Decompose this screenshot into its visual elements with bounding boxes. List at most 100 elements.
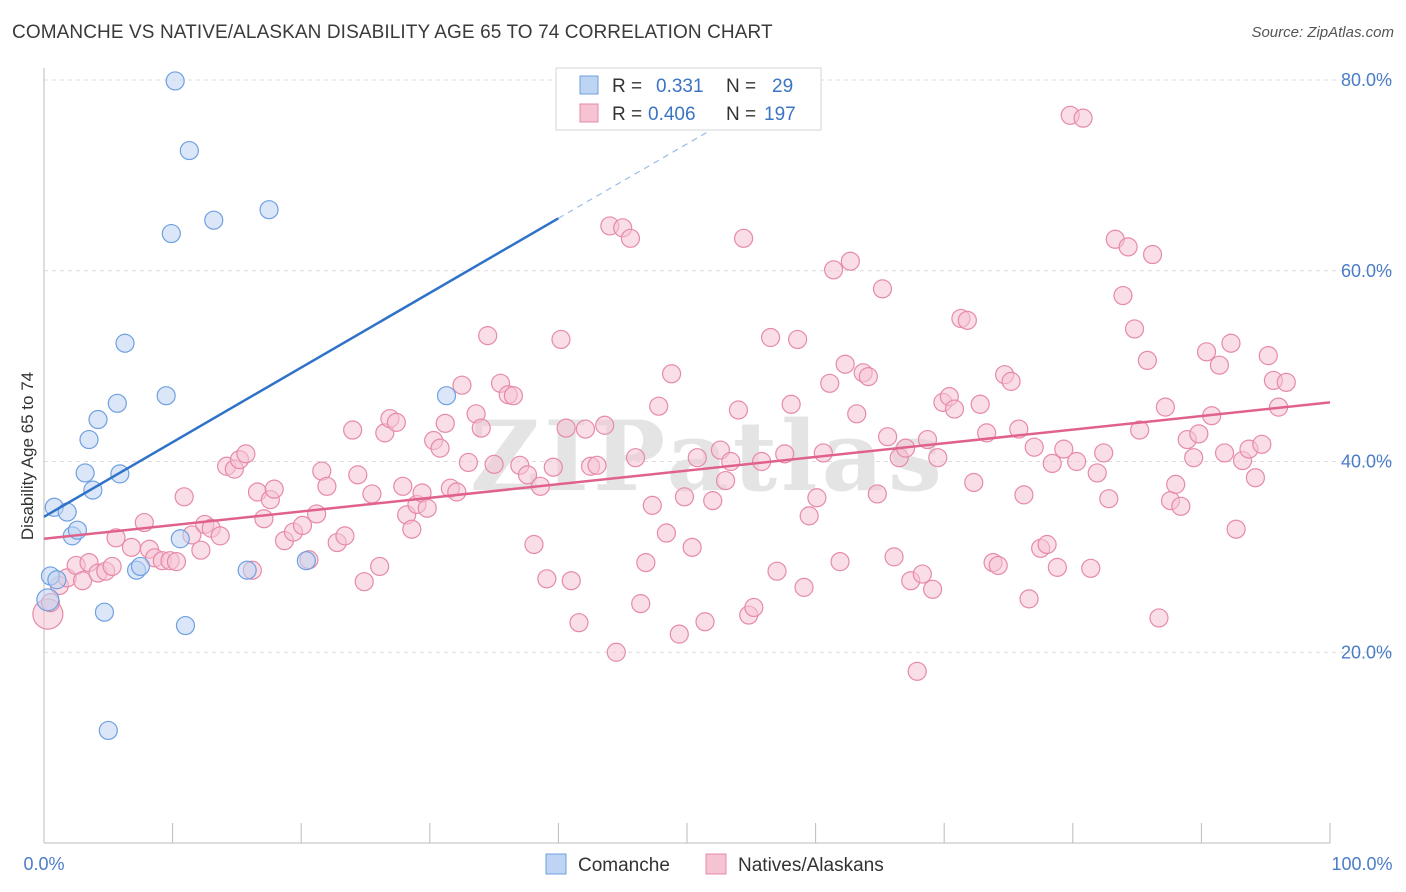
gridlines [44, 79, 1392, 653]
point-comanche-24 [259, 200, 279, 220]
point-natives-9 [102, 556, 122, 577]
point-natives-52 [402, 519, 422, 539]
point-natives-45 [362, 484, 382, 504]
point-natives-119 [824, 260, 844, 280]
point-natives-89 [631, 594, 651, 614]
series-legend-label-comanche: Comanche [578, 855, 670, 876]
point-comanche-23 [237, 560, 257, 580]
point-natives-163 [1087, 463, 1107, 483]
point-natives-74 [537, 569, 557, 589]
point-natives-41 [335, 526, 355, 546]
point-comanche-21 [179, 140, 199, 161]
point-natives-105 [733, 228, 754, 248]
point-natives-82 [587, 455, 607, 475]
point-natives-64 [471, 418, 491, 438]
point-natives-167 [1113, 285, 1133, 306]
point-natives-65 [478, 326, 498, 346]
point-natives-100 [703, 491, 723, 511]
point-natives-117 [813, 443, 833, 463]
y-tick-label-40: 40.0% [1341, 452, 1392, 472]
correlation-legend: R = 0.331 N = 29 R = 0.406 N = 197 [555, 67, 822, 131]
point-natives-165 [1099, 489, 1119, 509]
point-comanche-18 [165, 71, 185, 91]
point-natives-189 [1245, 468, 1266, 488]
point-natives-110 [767, 561, 787, 581]
point-natives-98 [687, 448, 707, 468]
point-comanche-2 [47, 570, 67, 590]
point-natives-160 [1067, 451, 1087, 472]
point-natives-62 [458, 452, 478, 473]
point-comanche-19 [170, 529, 190, 549]
point-natives-37 [307, 504, 327, 524]
legend-swatch-comanche [579, 75, 599, 95]
legend-r-value-2: 0.406 [648, 104, 696, 125]
point-natives-128 [878, 427, 898, 447]
point-comanche-7 [79, 429, 99, 450]
point-comanche-15 [130, 556, 151, 577]
point-natives-102 [715, 470, 736, 491]
point-natives-72 [524, 534, 544, 555]
point-natives-123 [847, 404, 867, 424]
point-natives-79 [569, 613, 589, 633]
point-natives-66 [484, 454, 504, 474]
point-natives-27 [236, 444, 256, 464]
point-natives-136 [923, 579, 943, 599]
point-natives-43 [348, 465, 368, 485]
point-natives-75 [543, 457, 563, 477]
point-comanche-25 [296, 551, 316, 571]
point-natives-76 [551, 329, 571, 350]
point-natives-183 [1209, 355, 1230, 375]
point-natives-17 [166, 552, 187, 572]
point-comanche-11 [107, 393, 127, 413]
x-axis-ticks [43, 823, 1331, 843]
point-natives-144 [970, 394, 990, 414]
point-natives-91 [642, 495, 662, 515]
point-natives-69 [503, 386, 523, 406]
source-credit: Source: ZipAtlas.com [1251, 24, 1394, 41]
point-natives-58 [435, 413, 455, 433]
point-natives-181 [1196, 342, 1217, 362]
point-natives-152 [1019, 589, 1039, 609]
point-natives-83 [595, 415, 615, 435]
point-natives-60 [447, 482, 467, 502]
point-comanche-28 [36, 588, 60, 612]
point-natives-180 [1189, 424, 1209, 444]
point-natives-170 [1130, 420, 1150, 440]
point-natives-169 [1124, 319, 1145, 339]
point-natives-50 [393, 476, 413, 496]
point-natives-127 [872, 279, 893, 299]
point-comanche-22 [204, 210, 224, 230]
point-comanche-17 [161, 223, 181, 244]
point-natives-109 [760, 327, 781, 348]
point-natives-176 [1166, 474, 1186, 494]
point-natives-164 [1094, 443, 1114, 463]
point-natives-90 [636, 552, 656, 573]
series-legend-label-natives: Natives/Alaskans [738, 855, 884, 876]
point-natives-156 [1042, 453, 1062, 474]
point-natives-172 [1142, 244, 1163, 265]
point-natives-96 [674, 487, 695, 507]
point-natives-44 [354, 572, 374, 592]
point-comanche-20 [175, 615, 196, 636]
point-natives-42 [343, 420, 363, 440]
point-natives-115 [799, 506, 819, 526]
point-comanche-16 [156, 386, 176, 406]
point-natives-46 [370, 556, 390, 577]
point-natives-113 [787, 329, 808, 350]
point-natives-57 [430, 438, 450, 458]
point-natives-143 [964, 472, 984, 493]
point-natives-97 [682, 537, 702, 557]
point-natives-173 [1149, 608, 1169, 628]
legend-n-value-1: 29 [772, 76, 793, 97]
point-natives-10 [106, 528, 126, 548]
point-natives-80 [575, 419, 596, 439]
point-natives-114 [794, 577, 814, 597]
point-comanche-9 [88, 409, 108, 430]
series-legend: Comanche Natives/Alaskans [545, 853, 884, 876]
point-natives-122 [840, 251, 860, 271]
y-tick-label-60: 60.0% [1341, 261, 1392, 281]
point-natives-194 [1276, 372, 1296, 392]
point-natives-190 [1252, 434, 1272, 454]
trend-lines [43, 106, 1331, 540]
